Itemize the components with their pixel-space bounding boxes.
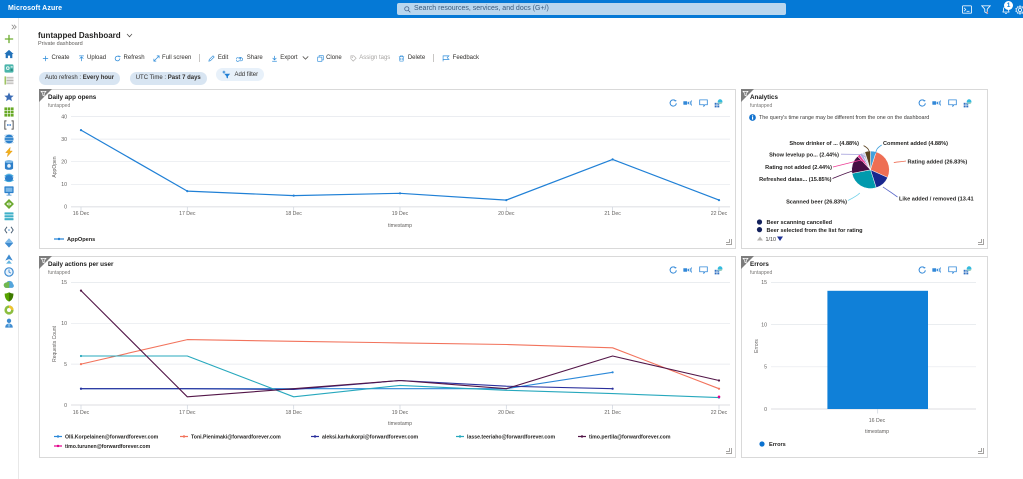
svg-text:Rating added (26.83%): Rating added (26.83%) bbox=[908, 160, 968, 166]
svg-text:17 Dec: 17 Dec bbox=[179, 211, 196, 217]
svg-text:5: 5 bbox=[764, 365, 767, 371]
svg-text:18 Dec: 18 Dec bbox=[285, 410, 302, 416]
svg-text:Errors: Errors bbox=[754, 339, 760, 353]
svg-text:19 Dec: 19 Dec bbox=[392, 211, 409, 217]
svg-text:20 Dec: 20 Dec bbox=[498, 410, 515, 416]
svg-text:Comment added (4.88%): Comment added (4.88%) bbox=[883, 141, 948, 147]
svg-text:Beer scanning cancelled: Beer scanning cancelled bbox=[767, 220, 833, 226]
svg-text:15: 15 bbox=[761, 280, 767, 286]
svg-text:19 Dec: 19 Dec bbox=[392, 410, 409, 416]
svg-text:Show levelup po... (2.44%): Show levelup po... (2.44%) bbox=[769, 153, 839, 159]
svg-text:timo.pertila@forwardforever.co: timo.pertila@forwardforever.com bbox=[589, 435, 671, 441]
svg-text:Olli.Korpelainen@forwardforeve: Olli.Korpelainen@forwardforever.com bbox=[65, 435, 159, 441]
svg-text:16 Dec: 16 Dec bbox=[73, 211, 90, 217]
svg-text:17 Dec: 17 Dec bbox=[179, 410, 196, 416]
svg-text:Toni.Pienimaki@forwardforever.: Toni.Pienimaki@forwardforever.com bbox=[191, 435, 281, 441]
svg-text:20: 20 bbox=[61, 160, 67, 166]
svg-text:21 Dec: 21 Dec bbox=[604, 211, 621, 217]
svg-text:15: 15 bbox=[61, 280, 67, 286]
svg-text:Refreshed datas... (15.85%): Refreshed datas... (15.85%) bbox=[759, 177, 832, 183]
svg-text:lasse.teeriaho@forwardforever.: lasse.teeriaho@forwardforever.com bbox=[467, 435, 555, 441]
svg-text:AppOpens: AppOpens bbox=[67, 237, 95, 243]
svg-text:16 Dec: 16 Dec bbox=[73, 410, 90, 416]
svg-text:AppOpen: AppOpen bbox=[52, 156, 58, 177]
svg-text:Like added / removed (13.41: Like added / removed (13.41 bbox=[899, 197, 974, 203]
svg-text:aleksi.karhukorpi@forwardforev: aleksi.karhukorpi@forwardforever.com bbox=[322, 435, 419, 441]
svg-text:10: 10 bbox=[61, 182, 67, 188]
svg-text:40: 40 bbox=[61, 114, 67, 120]
svg-text:18 Dec: 18 Dec bbox=[285, 211, 302, 217]
svg-text:21 Dec: 21 Dec bbox=[604, 410, 621, 416]
svg-text:Rating not added (2.44%): Rating not added (2.44%) bbox=[765, 165, 832, 171]
svg-text:0: 0 bbox=[764, 407, 767, 413]
svg-text:1/10: 1/10 bbox=[766, 237, 777, 243]
svg-text:30: 30 bbox=[61, 137, 67, 143]
svg-text:Show drinker of ... (4.88%): Show drinker of ... (4.88%) bbox=[789, 141, 859, 147]
svg-text:22 Dec: 22 Dec bbox=[711, 211, 728, 217]
svg-text:timestamp: timestamp bbox=[865, 429, 889, 435]
svg-text:20 Dec: 20 Dec bbox=[498, 211, 515, 217]
svg-text:0: 0 bbox=[64, 205, 67, 211]
svg-text:Beer selected from the list fo: Beer selected from the list for rating bbox=[767, 228, 864, 234]
svg-text:10: 10 bbox=[761, 322, 767, 328]
svg-text:Errors: Errors bbox=[769, 442, 786, 448]
svg-text:timestamp: timestamp bbox=[388, 223, 412, 229]
svg-text:0: 0 bbox=[64, 403, 67, 409]
svg-text:16 Dec: 16 Dec bbox=[869, 418, 886, 424]
svg-text:Scanned beer (26.83%): Scanned beer (26.83%) bbox=[786, 200, 847, 206]
svg-text:timestamp: timestamp bbox=[388, 421, 412, 427]
svg-text:Requests Count: Requests Count bbox=[52, 325, 58, 361]
svg-text:22 Dec: 22 Dec bbox=[711, 410, 728, 416]
svg-text:timo.turunen@forwardforever.co: timo.turunen@forwardforever.com bbox=[65, 444, 151, 450]
svg-text:5: 5 bbox=[64, 362, 67, 368]
svg-text:10: 10 bbox=[61, 321, 67, 327]
